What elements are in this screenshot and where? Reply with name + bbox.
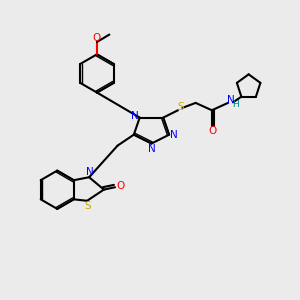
Text: N: N [170,130,177,140]
Text: N: N [131,111,139,121]
Text: S: S [178,102,184,112]
Text: N: N [227,95,235,105]
Text: S: S [85,201,91,211]
Text: O: O [208,126,217,136]
Text: H: H [232,100,239,109]
Text: O: O [92,33,100,43]
Text: N: N [148,143,155,154]
Text: O: O [116,181,124,191]
Text: N: N [86,167,94,177]
